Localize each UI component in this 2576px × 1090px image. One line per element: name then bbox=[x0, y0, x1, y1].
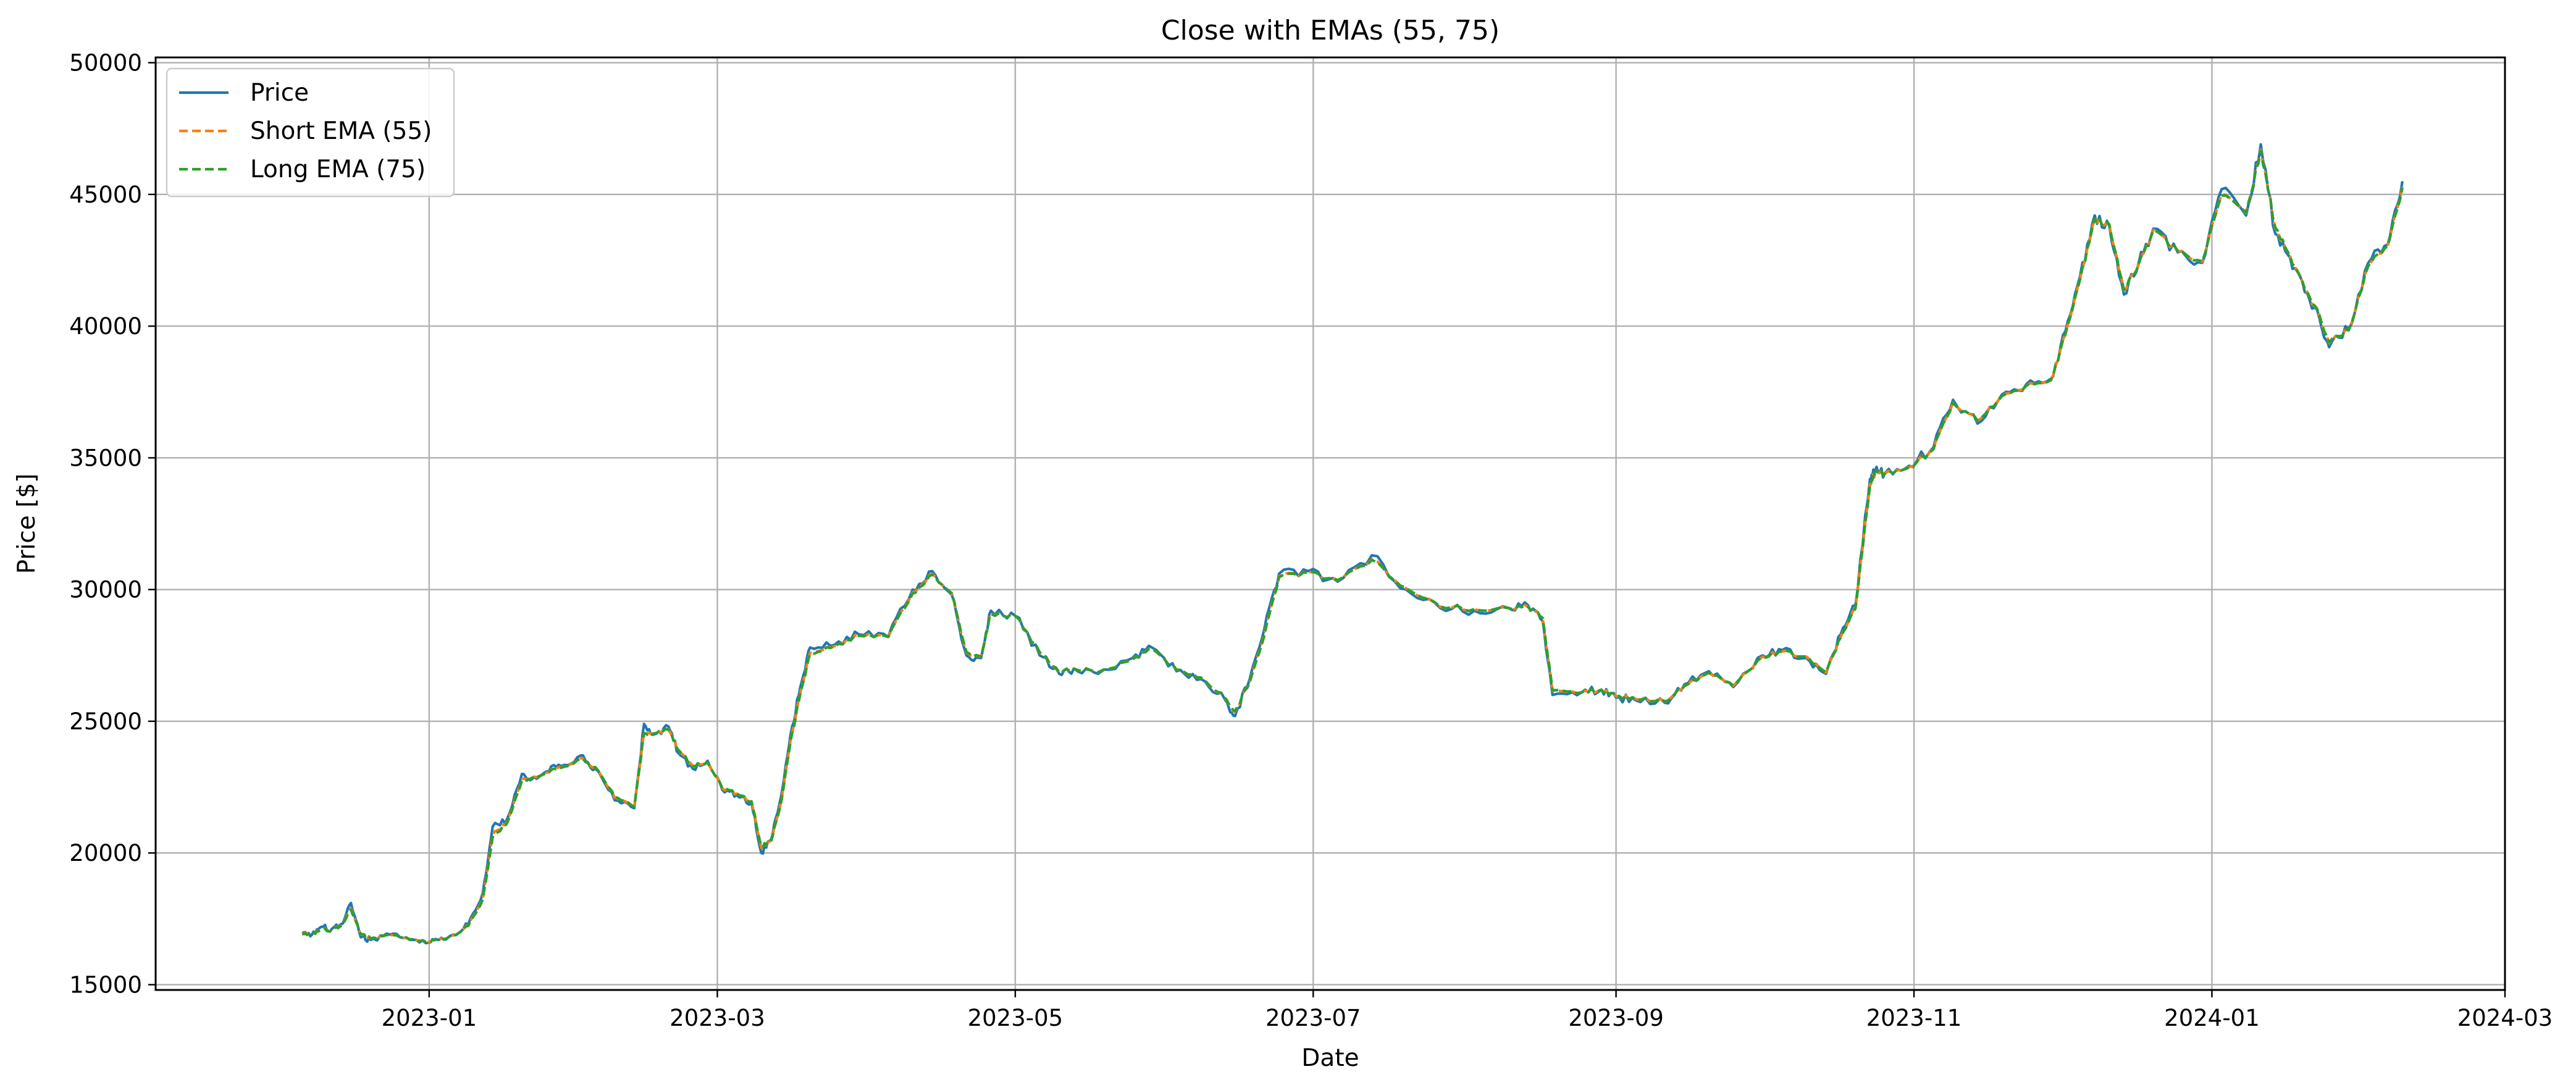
y-tick-label: 25000 bbox=[69, 708, 142, 735]
chart-title: Close with EMAs (55, 75) bbox=[1161, 15, 1500, 46]
x-tick-label: 2024-01 bbox=[2164, 1005, 2260, 1031]
y-tick-label: 35000 bbox=[69, 445, 142, 471]
y-axis-label: Price [$] bbox=[13, 474, 41, 574]
y-tick-label: 20000 bbox=[69, 840, 142, 866]
x-axis-ticks: 2023-01 2023-03 2023-05 2023-07 2023-09 2023-… bbox=[382, 990, 2553, 1031]
legend-label-short-ema: Short EMA (55) bbox=[250, 117, 432, 145]
x-tick-label: 2023-07 bbox=[1265, 1005, 1361, 1031]
y-tick-label: 40000 bbox=[69, 313, 142, 340]
x-tick-label: 2023-03 bbox=[669, 1005, 765, 1031]
x-tick-label: 2023-09 bbox=[1568, 1005, 1664, 1031]
x-tick-label: 2023-05 bbox=[968, 1005, 1064, 1031]
legend-label-long-ema: Long EMA (75) bbox=[250, 156, 426, 183]
legend: Price Short EMA (55) Long EMA (75) bbox=[166, 67, 455, 198]
y-tick-label: 45000 bbox=[69, 182, 142, 208]
y-tick-label: 30000 bbox=[69, 577, 142, 603]
y-axis-ticks: 15000 20000 25000 30000 35000 40000 45000 50000 bbox=[69, 50, 156, 998]
x-tick-label: 2024-03 bbox=[2457, 1005, 2553, 1031]
legend-label-price: Price bbox=[250, 79, 309, 107]
x-tick-label: 2023-11 bbox=[1866, 1005, 1962, 1031]
legend-box bbox=[166, 67, 455, 198]
x-tick-label: 2023-01 bbox=[382, 1005, 477, 1031]
series-line-long-ema bbox=[301, 149, 2404, 944]
x-axis-label: Date bbox=[1301, 1044, 1359, 1072]
y-tick-label: 15000 bbox=[69, 971, 142, 998]
y-tick-label: 50000 bbox=[69, 50, 142, 77]
series-layer bbox=[301, 143, 2404, 945]
plot-frame bbox=[154, 56, 2506, 991]
